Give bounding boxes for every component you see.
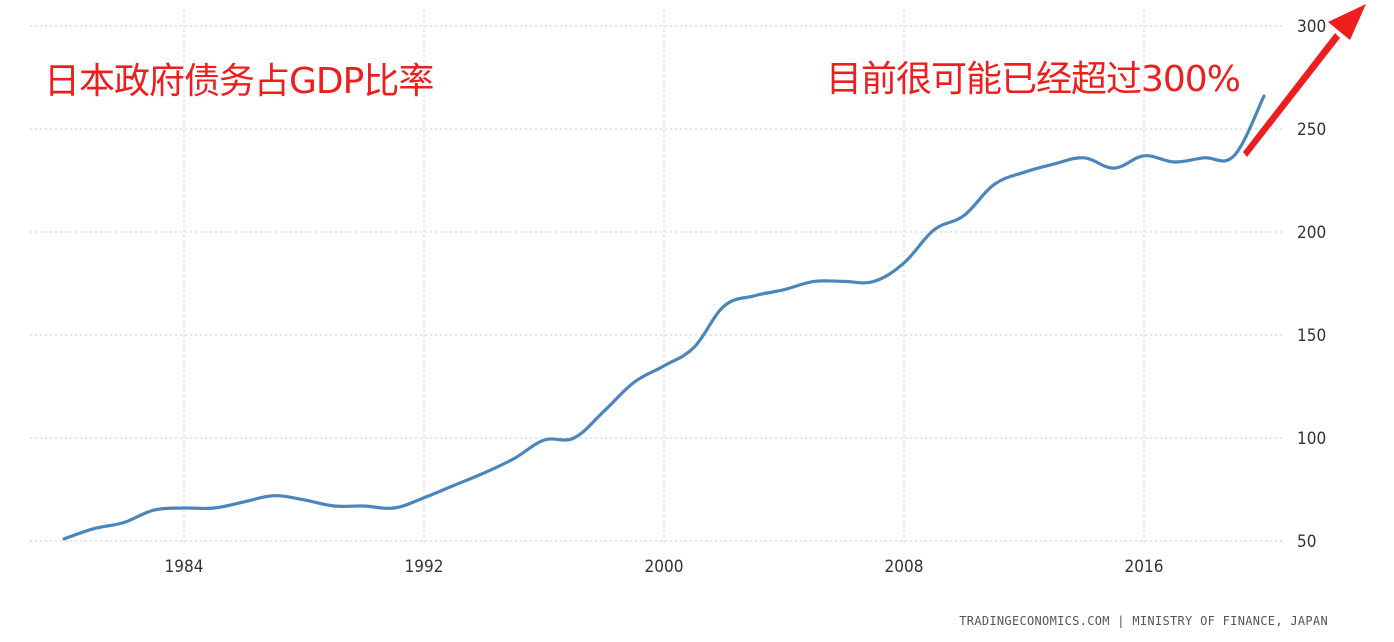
x-tick-label: 1984 — [165, 557, 204, 577]
x-tick-label: 2008 — [885, 557, 924, 577]
y-tick-label: 100 — [1297, 429, 1326, 449]
y-tick-label: 150 — [1297, 326, 1326, 346]
grid-lines — [30, 10, 1282, 542]
arrow-head — [1328, 4, 1366, 40]
x-tick-label: 2000 — [645, 557, 684, 577]
x-tick-label: 2016 — [1125, 557, 1164, 577]
y-tick-label: 50 — [1297, 532, 1316, 552]
x-tick-label: 1992 — [405, 557, 444, 577]
y-tick-label: 300 — [1297, 17, 1326, 37]
chart-title-annotation: 日本政府债务占GDP比率 — [44, 61, 434, 102]
y-axis-ticks: 50 100 150 200 250 300 — [1297, 17, 1326, 552]
y-tick-label: 200 — [1297, 223, 1326, 243]
source-credit: TRADINGECONOMICS.COM | MINISTRY OF FINAN… — [959, 614, 1328, 628]
over-300-annotation: 目前很可能已经超过300% — [826, 59, 1241, 100]
arrow-shaft — [1243, 33, 1340, 157]
x-axis-ticks: 1984 1992 2000 2008 2016 — [165, 557, 1164, 577]
y-tick-label: 250 — [1297, 120, 1326, 140]
red-arrow-annotation — [1243, 4, 1366, 157]
debt-series-line — [62, 94, 1266, 541]
